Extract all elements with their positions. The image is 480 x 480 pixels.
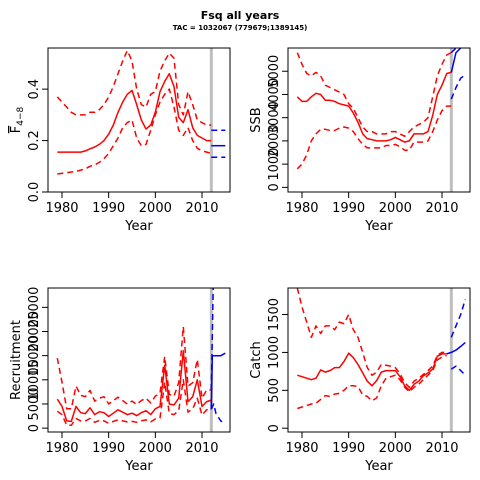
series-line-upper bbox=[296, 288, 447, 389]
x-axis-label: Year bbox=[124, 459, 153, 474]
y-tick-label: 500 bbox=[267, 378, 282, 403]
x-tick-label: 1990 bbox=[332, 201, 365, 216]
y-tick-label: 0 bbox=[267, 424, 282, 432]
x-tick-label: 2010 bbox=[425, 441, 458, 456]
y-tick-label: 0.4 bbox=[27, 79, 42, 100]
series-line-lower bbox=[56, 379, 212, 426]
panel-f: 1980 1990 2000 2010 0.0 0.2 0.4 Year F4−8 bbox=[9, 47, 231, 234]
panel-ssb: 1980 1990 2000 2010010002000300040005000Yea… bbox=[249, 47, 471, 234]
y-tick-label: 25000 bbox=[27, 287, 42, 328]
x-tick-label: 2000 bbox=[379, 441, 412, 456]
x-tick-label: 1980 bbox=[45, 201, 78, 216]
x-axis-label: Year bbox=[364, 219, 393, 234]
y-tick-label: 5000 bbox=[27, 387, 42, 420]
x-tick-label: 2000 bbox=[139, 201, 172, 216]
x-tick-label: 2000 bbox=[139, 441, 172, 456]
x-tick-label: 2010 bbox=[425, 201, 458, 216]
series-line-forecast-central bbox=[450, 48, 462, 73]
y-axis-label: SSB bbox=[249, 107, 264, 132]
y-tick-label: 0.2 bbox=[27, 130, 42, 151]
x-tick-label: 1990 bbox=[92, 441, 125, 456]
series-line-forecast-lower bbox=[450, 74, 466, 100]
x-tick-label: 2010 bbox=[185, 441, 218, 456]
series-line-forecast-central bbox=[446, 342, 466, 355]
series-line-central bbox=[56, 350, 212, 423]
y-axis-label: F4−8 bbox=[9, 106, 26, 133]
x-tick-label: 1980 bbox=[285, 441, 318, 456]
series-line-upper bbox=[56, 325, 212, 410]
series-line-lower bbox=[296, 105, 452, 170]
x-tick-label: 2000 bbox=[379, 201, 412, 216]
y-tick-label: 20000 bbox=[27, 311, 42, 352]
x-axis-label: Year bbox=[124, 219, 153, 234]
x-tick-label: 2010 bbox=[185, 201, 218, 216]
y-tick-label: 1000 bbox=[267, 336, 282, 369]
panel-recruitment: 1980 1990 2000 2010 0 50001000015000200002500… bbox=[9, 287, 231, 474]
y-tick-label: 1500 bbox=[267, 298, 282, 331]
y-tick-label: 4000 bbox=[267, 78, 282, 111]
y-tick-label: 5000 bbox=[267, 55, 282, 88]
y-tick-label: 10000 bbox=[27, 359, 42, 400]
series-line-forecast-upper bbox=[450, 299, 467, 338]
y-axis-label: Recruitment bbox=[9, 320, 24, 400]
y-tick-label: 0.0 bbox=[27, 182, 42, 203]
plot-frame bbox=[47, 47, 231, 193]
y-tick-label: 1000 bbox=[267, 148, 282, 181]
y-axis-label: Catch bbox=[249, 341, 264, 379]
series-line-central bbox=[296, 71, 452, 143]
y-tick-label: 0 bbox=[27, 424, 42, 432]
x-tick-label: 1980 bbox=[45, 441, 78, 456]
series-line-central bbox=[297, 352, 447, 392]
y-tick-label: 15000 bbox=[27, 335, 42, 376]
series-line-lower bbox=[57, 88, 212, 175]
plot-frame bbox=[47, 287, 231, 433]
figure-subtitle: TAC = 1032067 (779679;1389145) bbox=[172, 24, 308, 32]
plot-frame bbox=[287, 287, 471, 433]
panel-catch: 1980 1990 2000 2010 0 500 1000 1500 Year Catch bbox=[249, 287, 471, 474]
plot-frame bbox=[287, 47, 471, 193]
series-line-forecast-central bbox=[210, 352, 226, 410]
series-line-forecast-upper bbox=[210, 288, 214, 391]
y-tick-label: 2000 bbox=[267, 124, 282, 157]
series-line-central bbox=[57, 72, 212, 153]
series-line-lower bbox=[297, 354, 447, 410]
series-line-upper bbox=[296, 51, 452, 138]
x-tick-label: 1990 bbox=[92, 201, 125, 216]
series-line-upper bbox=[56, 49, 212, 126]
series-line-forecast-lower bbox=[450, 365, 466, 376]
x-tick-label: 1990 bbox=[332, 441, 365, 456]
x-tick-label: 1980 bbox=[285, 201, 318, 216]
y-tick-label: 3000 bbox=[267, 101, 282, 134]
y-tick-label: 0 bbox=[267, 183, 282, 191]
series-line-forecast-lower bbox=[210, 403, 226, 424]
figure-title: Fsq all years bbox=[200, 9, 280, 22]
x-axis-label: Year bbox=[364, 459, 393, 474]
series-line-forecast-upper bbox=[450, 48, 457, 54]
